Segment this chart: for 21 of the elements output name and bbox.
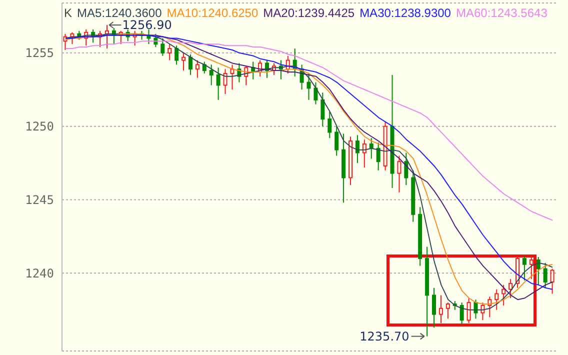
y-tick-label: 1255 <box>25 46 54 60</box>
y-tick-label: 1240 <box>25 266 54 280</box>
y-tick-label: 1245 <box>25 193 54 208</box>
candlestick <box>328 111 332 139</box>
candlestick <box>390 74 394 189</box>
candlestick <box>104 24 109 50</box>
series-label: MA5:1240.3600 <box>77 6 162 20</box>
candlestick <box>438 294 443 324</box>
text: MA60:1243.5643 <box>456 6 548 20</box>
series-label: MA10:1240.6250 <box>166 6 258 20</box>
text: MA30:1238.9300 <box>360 6 451 20</box>
candlestick <box>418 206 422 266</box>
text: MA20:1239.4425 <box>263 6 355 20</box>
candlestick <box>342 133 346 204</box>
y-tick-label: 1250 <box>25 120 54 134</box>
annotation: 1256.90 <box>122 18 172 32</box>
candlestick <box>355 134 360 164</box>
candlestick <box>432 287 436 328</box>
legend-title: K <box>64 6 72 20</box>
annotation: 1235.70 <box>360 329 410 344</box>
candlestick <box>425 246 430 337</box>
